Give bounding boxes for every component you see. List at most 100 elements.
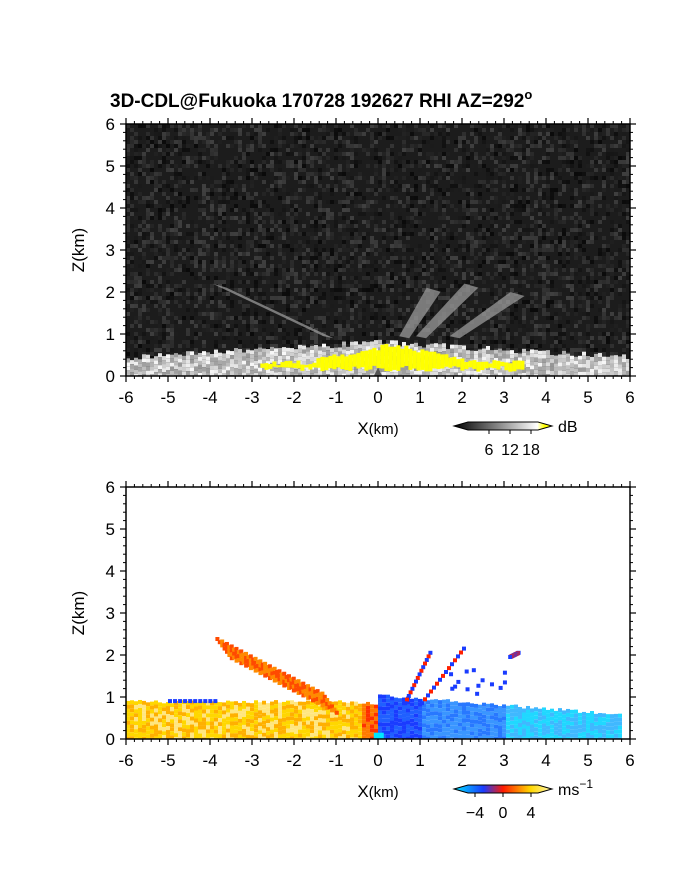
noise-cell: [270, 152, 274, 156]
noise-cell: [146, 268, 150, 272]
noise-cell: [442, 264, 446, 268]
bl-cell: [194, 370, 198, 375]
bl-cell: [454, 348, 458, 353]
noise-cell: [462, 248, 466, 252]
noise-cell: [266, 152, 270, 156]
noise-cell: [358, 324, 362, 328]
noise-cell: [334, 140, 338, 144]
noise-cell: [530, 152, 534, 156]
bl-cell: [206, 360, 210, 365]
noise-cell: [578, 332, 582, 336]
noise-cell: [598, 308, 602, 312]
noise-cell: [378, 160, 382, 164]
noise-cell: [138, 248, 142, 252]
noise-cell: [342, 264, 346, 268]
noise-cell: [234, 316, 238, 320]
noise-cell: [542, 272, 546, 276]
bl-cell: [394, 368, 398, 373]
noise-cell: [370, 288, 374, 292]
noise-cell: [562, 128, 566, 132]
noise-cell: [330, 192, 334, 196]
noise-cell: [262, 228, 266, 232]
noise-cell: [538, 208, 542, 212]
noise-cell: [434, 328, 438, 332]
noise-cell: [622, 144, 626, 148]
noise-cell: [574, 348, 578, 352]
noise-cell: [402, 264, 406, 268]
noise-cell: [222, 244, 226, 248]
noise-cell: [262, 248, 266, 252]
noise-cell: [446, 128, 450, 132]
noise-cell: [354, 276, 358, 280]
noise-cell: [310, 196, 314, 200]
noise-cell: [378, 156, 382, 160]
noise-cell: [406, 176, 410, 180]
noise-cell: [550, 272, 554, 276]
noise-cell: [258, 344, 262, 348]
noise-cell: [626, 176, 630, 180]
noise-cell: [438, 216, 442, 220]
noise-cell: [566, 296, 570, 300]
noise-cell: [358, 132, 362, 136]
noise-cell: [606, 204, 610, 208]
noise-cell: [386, 260, 390, 264]
noise-cell: [378, 300, 382, 304]
noise-cell: [386, 208, 390, 212]
noise-cell: [306, 156, 310, 160]
noise-cell: [306, 196, 310, 200]
noise-cell: [482, 216, 486, 220]
bl-cell: [442, 371, 446, 376]
noise-cell: [294, 168, 298, 172]
noise-cell: [130, 340, 134, 344]
noise-cell: [542, 156, 546, 160]
noise-cell: [518, 320, 522, 324]
noise-cell: [138, 280, 142, 284]
noise-cell: [446, 328, 450, 332]
noise-cell: [386, 280, 390, 284]
noise-cell: [546, 292, 550, 296]
noise-cell: [154, 252, 158, 256]
noise-cell: [214, 260, 218, 264]
noise-cell: [578, 228, 582, 232]
noise-cell: [130, 184, 134, 188]
bl-cell: [218, 360, 222, 365]
noise-cell: [474, 336, 478, 340]
noise-cell: [238, 272, 242, 276]
noise-cell: [326, 136, 330, 140]
noise-cell: [402, 132, 406, 136]
noise-cell: [302, 336, 306, 340]
noise-cell: [506, 320, 510, 324]
noise-cell: [258, 228, 262, 232]
noise-cell: [338, 272, 342, 276]
noise-cell: [282, 176, 286, 180]
noise-cell: [438, 292, 442, 296]
bl-cell: [310, 349, 314, 354]
noise-cell: [370, 212, 374, 216]
noise-cell: [382, 220, 386, 224]
noise-cell: [606, 304, 610, 308]
noise-cell: [394, 304, 398, 308]
noise-cell: [278, 296, 282, 300]
noise-cell: [186, 212, 190, 216]
noise-cell: [562, 216, 566, 220]
noise-cell: [538, 188, 542, 192]
noise-cell: [530, 132, 534, 136]
noise-cell: [442, 208, 446, 212]
noise-cell: [434, 164, 438, 168]
noise-cell: [546, 264, 550, 268]
noise-cell: [354, 132, 358, 136]
noise-cell: [230, 208, 234, 212]
noise-cell: [226, 232, 230, 236]
noise-cell: [622, 348, 626, 352]
noise-cell: [590, 268, 594, 272]
noise-cell: [450, 288, 454, 292]
noise-cell: [622, 124, 626, 128]
bl-cell: [262, 372, 266, 376]
noise-cell: [558, 232, 562, 236]
noise-cell: [338, 136, 342, 140]
noise-cell: [566, 152, 570, 156]
noise-cell: [350, 152, 354, 156]
noise-cell: [398, 156, 402, 160]
noise-cell: [374, 312, 378, 316]
noise-cell: [434, 228, 438, 232]
